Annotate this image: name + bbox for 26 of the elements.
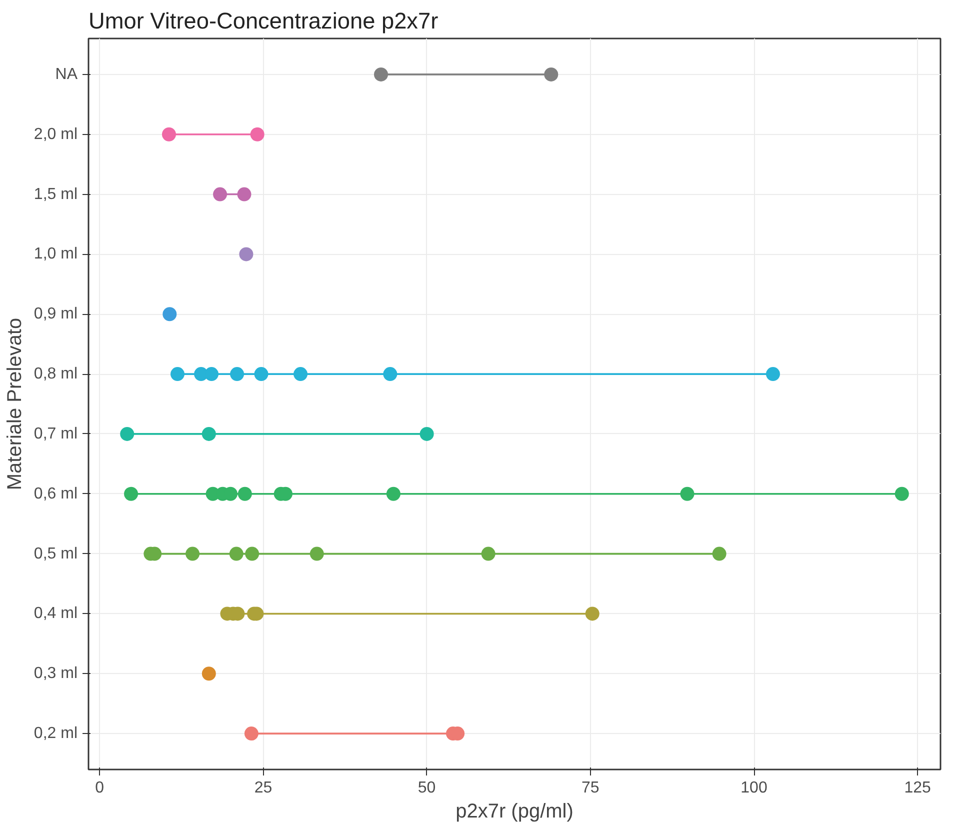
y-tick-label: 0,7 ml: [34, 425, 78, 442]
x-tick-label: 50: [418, 780, 436, 796]
x-tick-label: 0: [95, 780, 104, 796]
point: [239, 247, 254, 262]
y-tick-label: 0,3 ml: [34, 665, 78, 682]
y-tick-label: 0,4 ml: [34, 605, 78, 622]
y-tick-label: 1,0 ml: [34, 246, 78, 263]
y-tick-label: 2,0 ml: [34, 126, 78, 143]
point: [894, 486, 909, 501]
x-tick-label: 75: [582, 780, 600, 796]
point: [680, 486, 694, 501]
y-tick-label: 0,8 ml: [34, 366, 78, 383]
x-tick-label: 125: [904, 780, 932, 796]
x-axis-title: p2x7r (pg/ml): [456, 800, 574, 822]
point: [202, 666, 216, 681]
chart-title: Umor Vitreo-Concentrazione p2x7r: [88, 8, 439, 34]
y-tick-label: 0,2 ml: [34, 725, 78, 742]
y-tick-label: 0,9 ml: [34, 306, 78, 323]
y-tick-label: 0,6 ml: [34, 485, 78, 502]
x-tick-label: 25: [254, 780, 272, 796]
y-tick-label: 0,5 ml: [34, 545, 78, 562]
point: [162, 307, 177, 322]
x-tick-label: 100: [740, 780, 768, 796]
y-tick-label: NA: [55, 66, 78, 83]
y-axis-title: Materiale Prelevato: [4, 318, 26, 490]
y-tick-label: 1,5 ml: [34, 186, 78, 203]
